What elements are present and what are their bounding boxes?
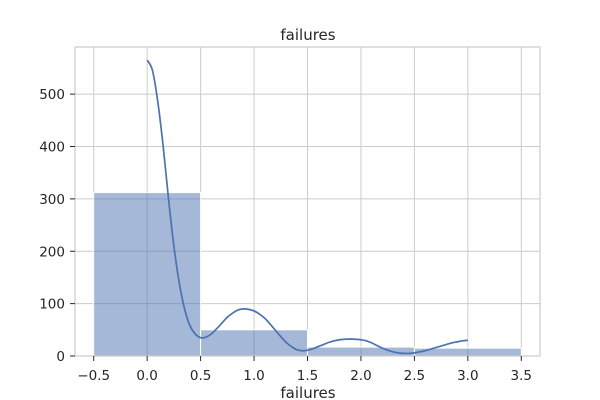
y-axis-ticks: 0 100 200 300 400 500 (39, 87, 75, 365)
x-tick-label: 2.5 (404, 368, 425, 384)
x-tick-label: 2.0 (350, 368, 371, 384)
x-tick-label: 3.5 (511, 368, 532, 384)
y-tick-label: 500 (39, 87, 65, 103)
x-tick-label: 1.5 (297, 368, 318, 384)
x-axis-label: failures (280, 384, 335, 400)
histogram-bar (93, 192, 202, 357)
x-tick-label: 0.5 (190, 368, 211, 384)
histogram-bar (200, 329, 309, 357)
histogram-bars (93, 192, 522, 357)
x-tick-label: −0.5 (77, 368, 110, 384)
histogram-bar (307, 346, 415, 357)
y-tick-label: 300 (39, 192, 65, 208)
y-tick-label: 0 (56, 349, 65, 365)
x-tick-label: 0.0 (136, 368, 157, 384)
x-tick-label: 3.0 (457, 368, 478, 384)
y-tick-label: 100 (39, 297, 65, 313)
kde-curve (146, 59, 468, 355)
x-axis-ticks: −0.5 0.0 0.5 1.0 1.5 2.0 2.5 3.0 3.5 (77, 356, 532, 384)
y-tick-label: 400 (39, 140, 65, 156)
y-tick-label: 200 (39, 244, 65, 260)
x-tick-label: 1.0 (243, 368, 264, 384)
chart-title: failures (280, 26, 335, 44)
